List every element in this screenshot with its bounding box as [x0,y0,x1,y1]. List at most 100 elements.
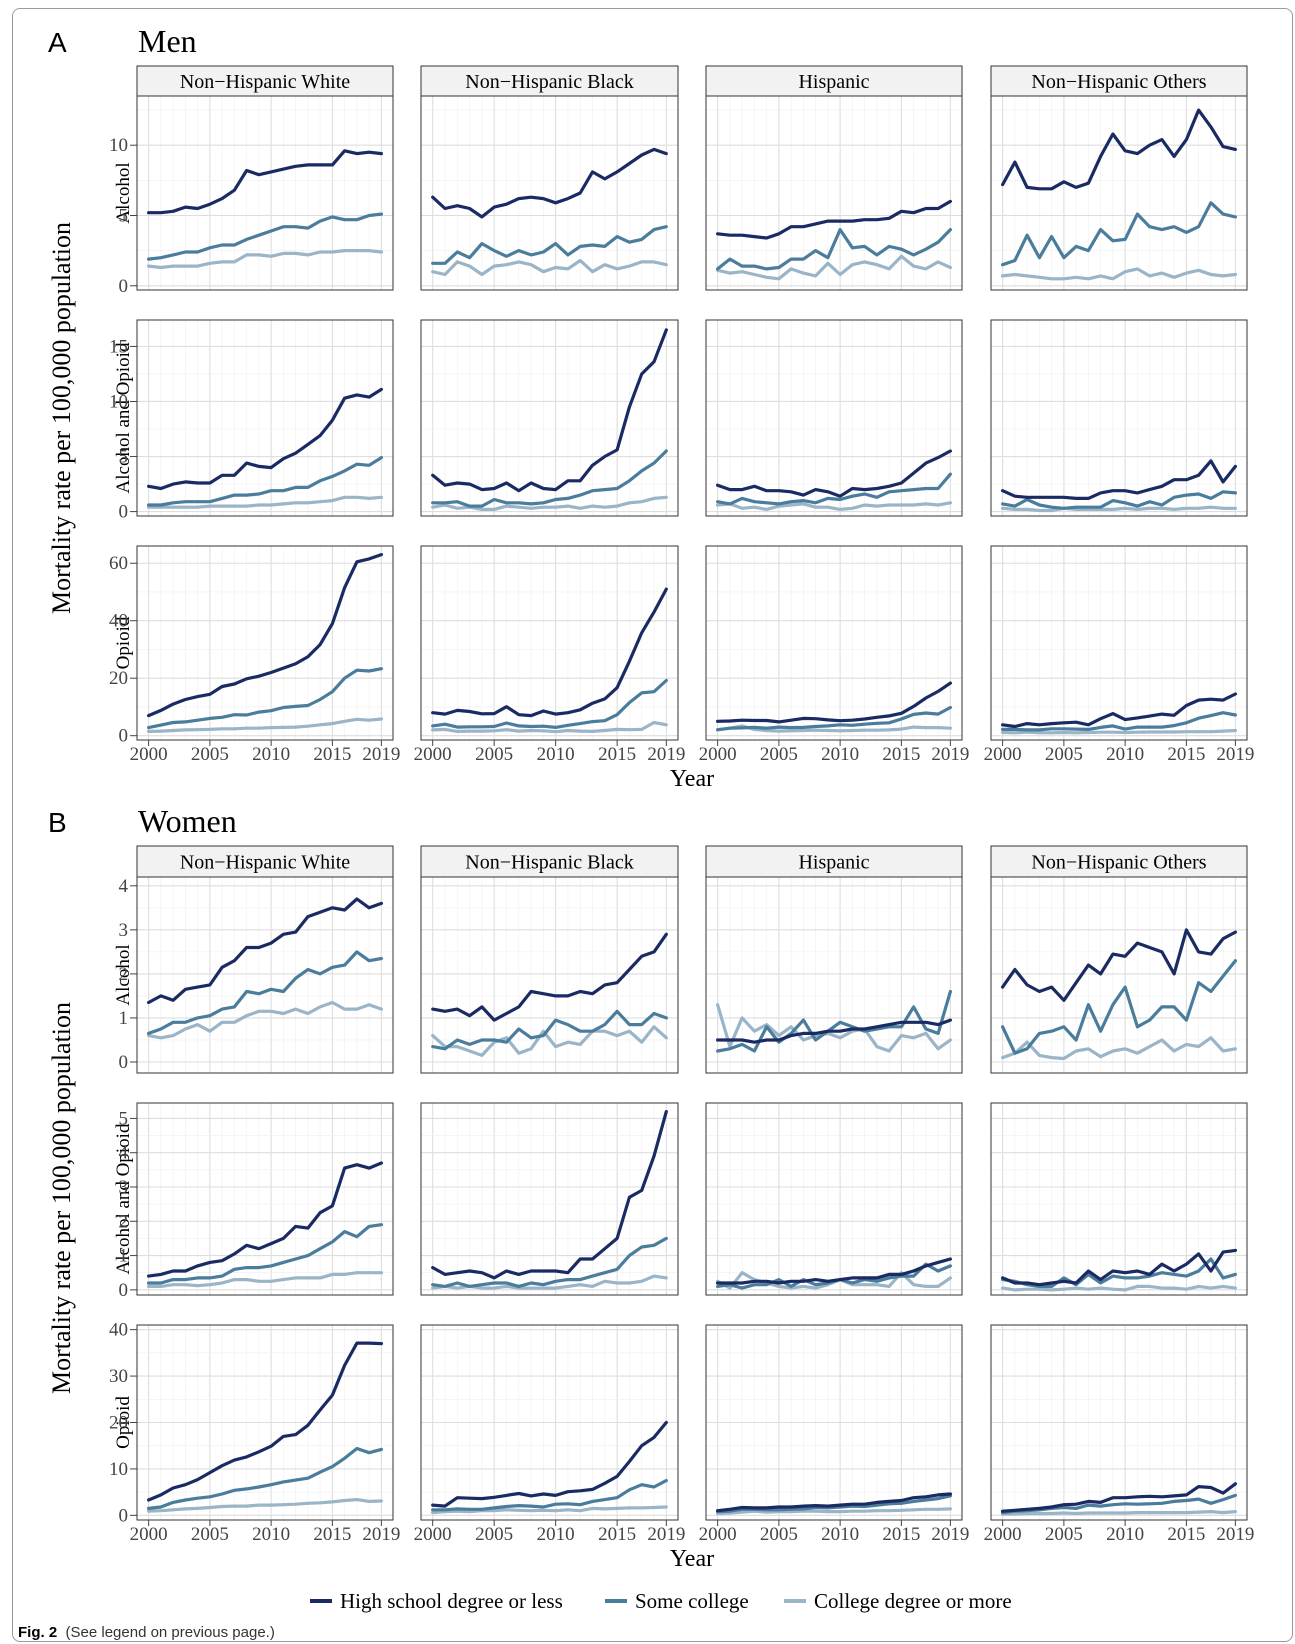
y-tick-label: 0 [119,1280,129,1301]
facet-border [705,95,963,291]
strip-box [705,65,963,97]
y-tick-label: 10 [109,391,128,412]
facet-background [421,320,678,516]
facet-border [705,545,963,741]
facet-background [706,877,962,1073]
x-tick-label: 2000 [984,744,1022,765]
series-line [431,1009,668,1051]
x-tick-label: 2015 [598,1524,636,1545]
facet-border [136,1324,394,1521]
facet-cell [705,95,963,291]
series-line [1000,928,1238,1002]
row-label: Alcohol [113,944,134,1005]
x-tick-label: 2015 [598,744,636,765]
series-line [715,1018,953,1044]
facet-border [420,95,679,291]
row-label: Alcohol and Opioid [113,1123,134,1274]
x-tick-label: 2000 [699,1524,737,1545]
series-line [715,705,953,732]
series-line [147,495,383,509]
strip-label: Non−Hispanic Black [465,71,633,93]
panel-a: A Men Mortality rate per 100,000 populatio… [47,23,1254,792]
series-line [715,449,953,498]
facet-cell [136,95,394,291]
series-line [1000,490,1238,510]
strip-box [705,845,963,878]
series-line [147,1161,383,1278]
series-line [1000,1482,1238,1513]
x-tick-label: 2005 [191,1524,229,1545]
series-line [431,1025,668,1058]
strip-box [990,65,1248,97]
series-line [715,724,953,733]
strip-label: Non−Hispanic White [180,852,350,874]
x-tick-label: 2005 [760,744,798,765]
x-tick-label: 2019 [1216,1524,1254,1545]
facet-cell: 2000 2005 2010 2015 2019 [130,1324,400,1545]
x-tick-label: 2000 [414,1524,452,1545]
x-tick-label: 2015 [882,1524,920,1545]
facet-cell: 2000 2005 2010 2015 2019 [984,1324,1254,1545]
series-line [147,1271,383,1289]
strip-box [420,845,679,878]
x-tick-label: 2000 [130,1524,168,1545]
facet-border [420,319,679,517]
row-label: Opioid [113,616,134,669]
facet-border [420,1324,679,1521]
panel-letter: B [48,807,67,838]
y-tick-label: 5 [119,1108,129,1129]
y-tick-label: 0 [119,1505,129,1526]
series-line [1000,1257,1238,1289]
facet-background [137,96,393,290]
series-line [147,149,383,215]
x-tick-label: 2010 [821,744,859,765]
facet-border [705,319,963,517]
facet-background [991,96,1247,290]
y-tick-label: 0 [119,726,129,747]
facet-cell: 2000 2005 2010 2015 2019 [984,545,1254,765]
row-label: Opioid [113,1396,134,1449]
x-tick-label: 2000 [130,744,168,765]
x-tick-label: 2010 [1106,744,1144,765]
row-alcohol: Alcohol 0 1 2 3 4 [113,876,1248,1074]
facet-background [706,1103,962,1295]
facet-background [991,546,1247,740]
facet-border [136,1102,394,1296]
facet-background [706,320,962,516]
series-line [431,328,668,493]
x-tick-label: 2010 [252,1524,290,1545]
y-tick-label: 2 [119,964,129,985]
series-line [715,228,953,271]
x-tick-label: 2005 [1045,744,1083,765]
y-tick-label: 20 [109,668,128,689]
series-line [147,897,383,1005]
y-tick-label: 1 [119,1246,129,1267]
facet-background [706,546,962,740]
series-line [715,1003,953,1053]
series-line [147,717,383,734]
facet-cell: 2000 2005 2010 2015 2019 [414,545,685,765]
facet-border [990,1102,1248,1296]
series-line [147,249,383,270]
x-tick-label: 2019 [362,1524,400,1545]
series-line [1000,459,1238,500]
series-line [1000,711,1238,732]
y-tick-label: 0 [119,276,129,297]
series-line [431,147,668,219]
series-line [147,456,383,507]
x-tick-label: 2019 [647,744,685,765]
series-line [431,1420,668,1508]
x-tick-label: 2015 [1167,1524,1205,1545]
x-tick-label: 2015 [882,744,920,765]
row-label: Alcohol [113,162,134,223]
facet-border [705,876,963,1074]
series-line [431,225,668,265]
facet-cell [990,95,1248,291]
y-tick-label: 4 [119,876,129,897]
x-tick-label: 2015 [313,744,351,765]
x-tick-label: 2019 [931,1524,969,1545]
facet-background [991,320,1247,516]
legend-label: Some college [635,1589,749,1613]
legend-label: College degree or more [814,1589,1012,1613]
facet-cell [420,876,679,1074]
